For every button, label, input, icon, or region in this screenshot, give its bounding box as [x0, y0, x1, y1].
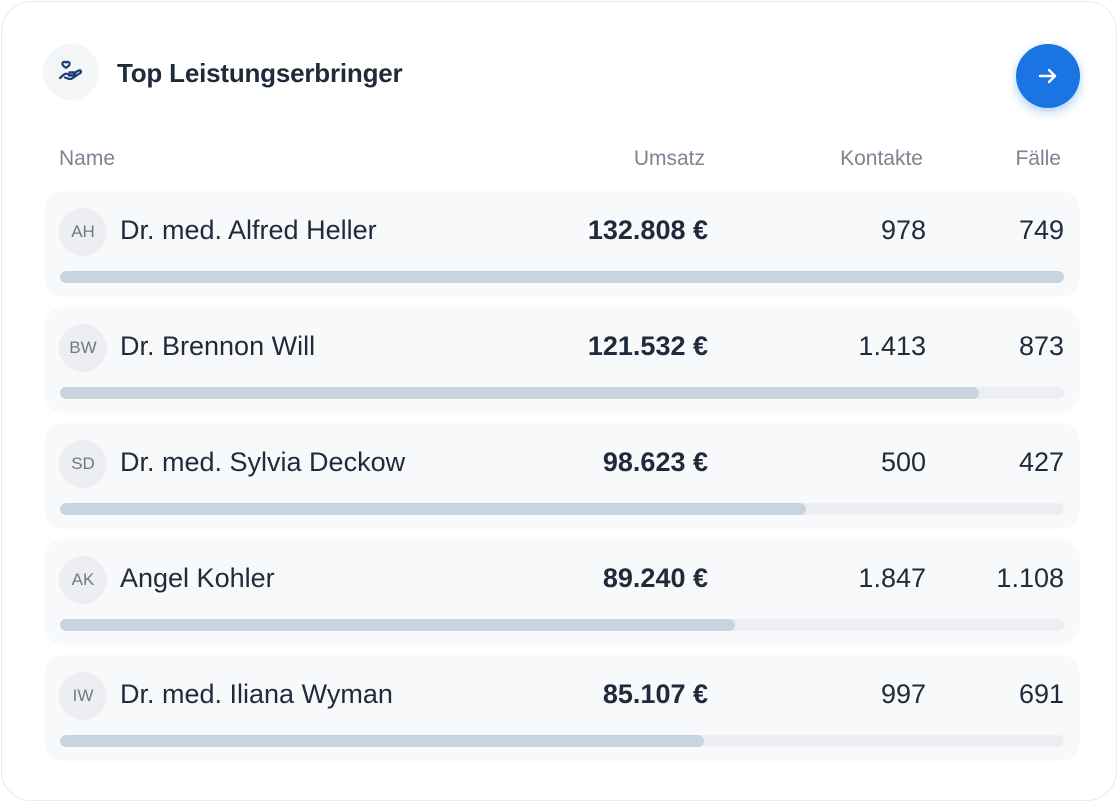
revenue-bar-fill	[60, 619, 735, 631]
avatar: AK	[59, 556, 107, 604]
provider-row[interactable]: IW Dr. med. Iliana Wyman 85.107 € 997 69…	[44, 655, 1080, 761]
cases-value: 1.108	[996, 563, 1064, 593]
revenue-bar	[60, 735, 1064, 747]
contacts-value: 500	[880, 447, 926, 477]
column-header-name: Name	[59, 147, 116, 170]
widget-title: Top Leistungserbringer	[117, 58, 403, 88]
revenue-value: 89.240 €	[602, 563, 708, 593]
provider-name: Dr. med. Iliana Wyman	[120, 679, 393, 709]
revenue-bar	[60, 503, 1064, 515]
revenue-value: 121.532 €	[587, 331, 708, 361]
revenue-bar	[60, 387, 1064, 399]
cases-value: 749	[1018, 215, 1064, 245]
provider-row[interactable]: AK Angel Kohler 89.240 € 1.847 1.108	[44, 539, 1080, 645]
avatar: AH	[59, 208, 107, 256]
contacts-value: 978	[880, 215, 926, 245]
provider-name: Dr. Brennon Will	[120, 331, 316, 361]
provider-name: Dr. med. Alfred Heller	[120, 215, 377, 245]
revenue-value: 85.107 €	[602, 679, 708, 709]
contacts-value: 1.413	[858, 331, 926, 361]
column-header-cases: Fälle	[1015, 147, 1061, 170]
open-details-button[interactable]	[1016, 44, 1080, 108]
contacts-value: 997	[880, 679, 926, 709]
provider-name: Angel Kohler	[120, 563, 275, 593]
cases-value: 427	[1018, 447, 1064, 477]
cases-value: 873	[1018, 331, 1064, 361]
revenue-bar-fill	[60, 735, 704, 747]
column-header-contacts: Kontakte	[840, 147, 923, 170]
card-header: Top Leistungserbringer	[43, 44, 1080, 108]
provider-row[interactable]: AH Dr. med. Alfred Heller 132.808 € 978 …	[44, 191, 1080, 297]
avatar: IW	[59, 672, 107, 720]
provider-name: Dr. med. Sylvia Deckow	[120, 447, 406, 477]
revenue-value: 98.623 €	[602, 447, 708, 477]
column-header-revenue: Umsatz	[633, 147, 705, 170]
revenue-bar-fill	[60, 387, 979, 399]
revenue-bar-fill	[60, 503, 806, 515]
revenue-value: 132.808 €	[587, 215, 708, 245]
hand-heart-icon	[43, 44, 99, 100]
avatar: SD	[59, 440, 107, 488]
avatar: BW	[59, 324, 107, 372]
revenue-bar	[60, 619, 1064, 631]
provider-row[interactable]: BW Dr. Brennon Will 121.532 € 1.413 873	[44, 307, 1080, 413]
revenue-bar	[60, 271, 1064, 283]
cases-value: 691	[1018, 679, 1064, 709]
revenue-bar-fill	[60, 271, 1064, 283]
contacts-value: 1.847	[858, 563, 926, 593]
arrow-right-icon	[1038, 68, 1057, 84]
provider-row[interactable]: SD Dr. med. Sylvia Deckow 98.623 € 500 4…	[44, 423, 1080, 529]
